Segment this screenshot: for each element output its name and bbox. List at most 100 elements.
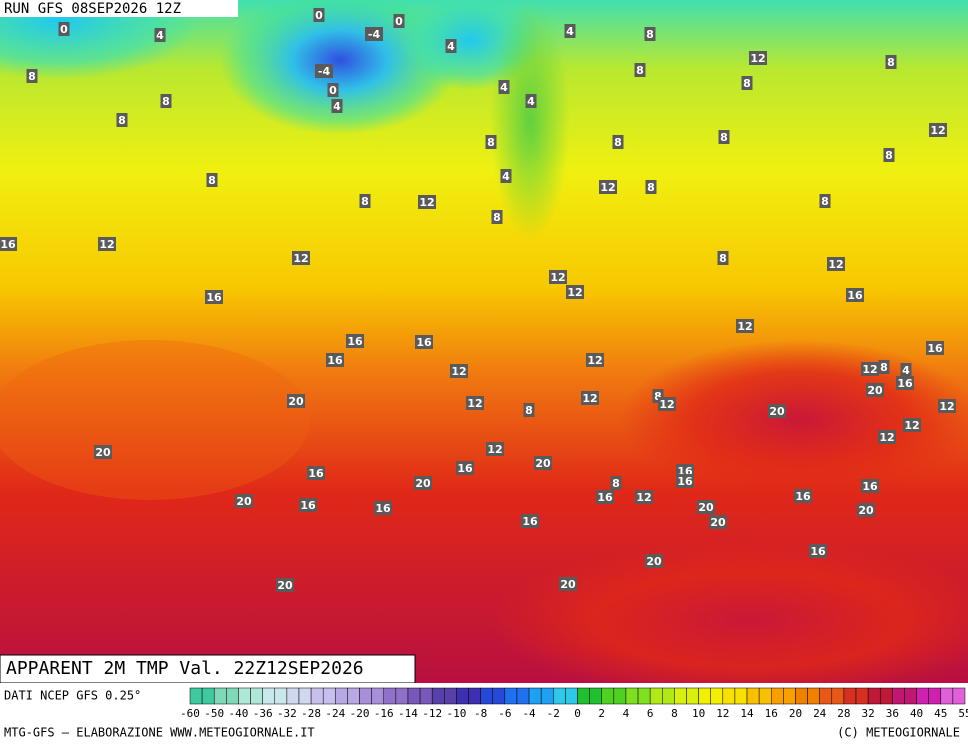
contour-label: 12: [587, 354, 602, 367]
label-box: [718, 130, 730, 144]
contour-label: -4: [368, 28, 381, 41]
contour-label: 16: [308, 467, 324, 480]
color-swatch: [395, 687, 409, 705]
contour-label: 12: [636, 491, 651, 504]
label-box: [861, 479, 879, 493]
contour-label: 20: [236, 495, 252, 508]
colorbar-tick: 24: [813, 707, 827, 720]
label-box: [566, 285, 584, 299]
label-box: [741, 76, 753, 90]
contour-label: 8: [493, 211, 501, 224]
label-box: [846, 288, 864, 302]
color-swatch: [407, 687, 421, 705]
label-box: [596, 490, 614, 504]
colorbar-tick: 32: [862, 707, 875, 720]
label-box: [346, 334, 364, 348]
color-swatch: [843, 687, 857, 705]
label-box: [709, 515, 727, 529]
label-box: [938, 399, 956, 413]
contour-label: 12: [750, 52, 765, 65]
colorbar-tick: 45: [934, 707, 947, 720]
label-box: [154, 28, 166, 42]
colorbar-tick: 2: [598, 707, 605, 720]
color-swatch: [904, 687, 917, 705]
contour-label: 8: [880, 361, 888, 374]
contour-label: 8: [361, 195, 369, 208]
label-box: [299, 498, 317, 512]
contour-label: 8: [525, 404, 533, 417]
label-box: [929, 123, 947, 137]
color-swatch: [262, 687, 276, 705]
label-box: [415, 335, 433, 349]
color-swatch: [807, 687, 820, 705]
color-swatch: [674, 687, 687, 705]
contour-label: -4: [318, 65, 331, 78]
label-box: [160, 94, 172, 108]
colorbar-tick: 4: [623, 707, 630, 720]
color-swatch: [758, 687, 772, 705]
colorbar-tick: 36: [886, 707, 899, 720]
label-box: [450, 364, 468, 378]
label-box: [903, 418, 921, 432]
contour-label: 0: [395, 15, 403, 28]
color-swatch: [783, 687, 796, 705]
contour-label: 16: [206, 291, 222, 304]
label-box: [307, 466, 325, 480]
color-swatch: [492, 687, 506, 705]
color-swatch: [444, 687, 457, 705]
label-box: [926, 341, 944, 355]
label-box: [414, 476, 432, 490]
colorbar-tick: -32: [277, 707, 297, 720]
label-box: [645, 180, 657, 194]
label-box: [809, 544, 827, 558]
label-box: [331, 99, 343, 113]
colorbar-tick: -10: [446, 707, 466, 720]
contour-label: 8: [743, 77, 751, 90]
contour-label: 8: [208, 174, 216, 187]
colorbar-tick: 16: [765, 707, 778, 720]
label-box: [634, 63, 646, 77]
label-box: [768, 404, 786, 418]
contour-label: 8: [487, 136, 495, 149]
label-box: [612, 135, 624, 149]
colorbar: -60 -50 -40 -36 -32 -28 -24 -20 -16 -14 -12 -10 -8 -6…: [180, 687, 968, 720]
contour-label: 12: [600, 181, 615, 194]
label-box: [652, 389, 664, 403]
color-swatch: [189, 687, 203, 705]
color-swatch: [238, 687, 251, 705]
contour-label: 20: [95, 446, 111, 459]
contour-label: 16: [416, 336, 432, 349]
colorbar-tick: -6: [498, 707, 511, 720]
contour-label: 4: [527, 95, 535, 108]
contour-label: 4: [902, 364, 910, 377]
label-box: [697, 500, 715, 514]
contour-label: 20: [769, 405, 785, 418]
color-swatch: [456, 687, 469, 705]
label-box: [658, 397, 676, 411]
colorbar-tick: -28: [301, 707, 321, 720]
color-swatch: [879, 687, 893, 705]
label-box: [315, 64, 333, 78]
label-box: [500, 169, 512, 183]
color-swatch: [710, 687, 724, 705]
label-box: [599, 180, 617, 194]
color-swatch: [928, 687, 942, 705]
label-box: [857, 503, 875, 517]
contour-label: 12: [567, 286, 582, 299]
contour-label: 16: [847, 289, 863, 302]
label-box: [581, 391, 599, 405]
label-box: [393, 14, 405, 28]
color-swatch: [746, 687, 760, 705]
contour-label: 4: [500, 81, 508, 94]
label-box: [94, 445, 112, 459]
colorbar-tick: 20: [789, 707, 802, 720]
label-box: [116, 113, 128, 127]
contour-label: 20: [277, 579, 293, 592]
contour-label: 0: [315, 9, 323, 22]
contour-label: 16: [810, 545, 826, 558]
label-box: [827, 257, 845, 271]
contour-label: 16: [795, 490, 811, 503]
contour-label: 4: [333, 100, 341, 113]
contour-label: 12: [293, 252, 308, 265]
